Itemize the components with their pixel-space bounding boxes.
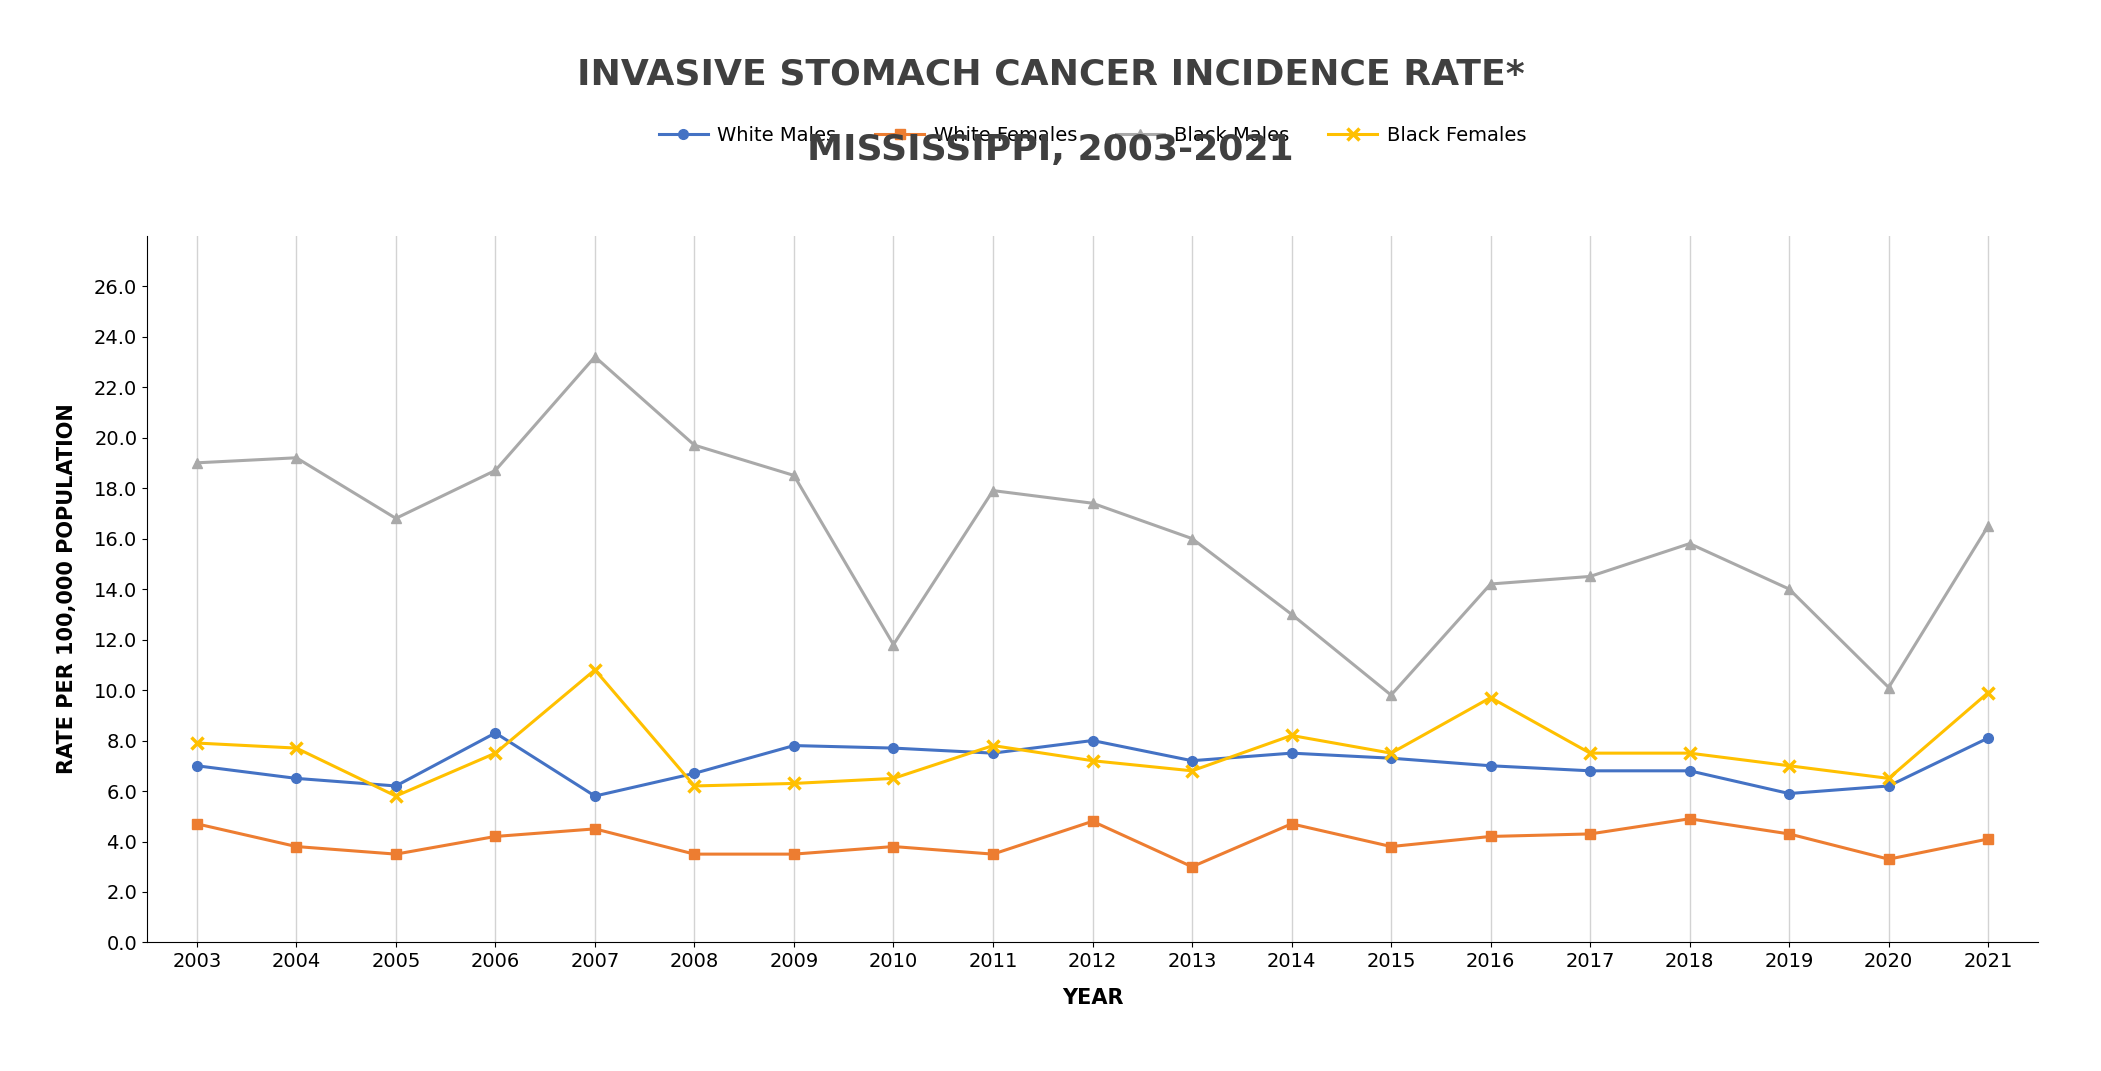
Black Females bbox=[880, 772, 906, 785]
X-axis label: YEAR: YEAR bbox=[1061, 987, 1124, 1008]
White Females bbox=[782, 848, 807, 861]
Text: INVASIVE STOMACH CANCER INCIDENCE RATE*: INVASIVE STOMACH CANCER INCIDENCE RATE* bbox=[576, 58, 1525, 92]
Black Males bbox=[1477, 577, 1502, 590]
Black Females bbox=[1677, 746, 1702, 759]
Black Males bbox=[1876, 681, 1901, 694]
White Females bbox=[981, 848, 1006, 861]
Black Females bbox=[1378, 746, 1403, 759]
Black Males bbox=[185, 456, 210, 469]
White Females bbox=[1777, 828, 1803, 841]
Line: Black Females: Black Females bbox=[191, 664, 1994, 802]
Black Females bbox=[382, 789, 408, 802]
Black Females bbox=[582, 663, 607, 676]
White Females bbox=[1280, 817, 1305, 830]
White Females bbox=[1677, 813, 1702, 826]
Black Females bbox=[1477, 691, 1502, 704]
Black Males bbox=[1179, 532, 1204, 545]
White Males bbox=[1975, 731, 2000, 744]
Black Females bbox=[1578, 746, 1603, 759]
Black Males bbox=[1777, 583, 1803, 595]
White Females bbox=[1975, 832, 2000, 845]
White Males bbox=[1080, 734, 1105, 746]
Black Males bbox=[1280, 608, 1305, 621]
White Females bbox=[582, 823, 607, 835]
White Males bbox=[1378, 752, 1403, 765]
White Males bbox=[981, 746, 1006, 759]
Black Males bbox=[1975, 519, 2000, 532]
White Females bbox=[683, 848, 708, 861]
Black Females bbox=[185, 737, 210, 750]
White Males bbox=[382, 780, 408, 793]
Black Males bbox=[782, 469, 807, 482]
White Females bbox=[1179, 860, 1204, 873]
Black Females bbox=[1179, 765, 1204, 778]
White Females bbox=[483, 830, 508, 843]
White Females bbox=[1080, 815, 1105, 828]
White Males bbox=[1578, 765, 1603, 778]
White Females bbox=[1578, 828, 1603, 841]
Black Females bbox=[1975, 687, 2000, 699]
Black Males bbox=[582, 350, 607, 363]
Y-axis label: RATE PER 100,000 POPULATION: RATE PER 100,000 POPULATION bbox=[57, 404, 78, 774]
Black Females bbox=[981, 739, 1006, 752]
Text: MISSISSIPPI, 2003-2021: MISSISSIPPI, 2003-2021 bbox=[807, 133, 1294, 167]
Black Females bbox=[683, 780, 708, 793]
Black Males bbox=[382, 512, 408, 525]
Black Males bbox=[981, 484, 1006, 497]
Line: Black Males: Black Males bbox=[191, 352, 1994, 700]
White Males bbox=[582, 789, 607, 802]
White Females bbox=[1378, 840, 1403, 853]
White Females bbox=[1477, 830, 1502, 843]
Black Males bbox=[683, 439, 708, 452]
White Females bbox=[284, 840, 309, 853]
Line: White Females: White Females bbox=[191, 814, 1994, 872]
White Males bbox=[483, 726, 508, 739]
Black Females bbox=[1777, 759, 1803, 772]
White Males bbox=[1777, 787, 1803, 800]
Black Females bbox=[782, 778, 807, 790]
White Males bbox=[683, 767, 708, 780]
White Females bbox=[382, 848, 408, 861]
White Males bbox=[185, 759, 210, 772]
Black Females bbox=[1280, 729, 1305, 742]
Black Males bbox=[880, 638, 906, 651]
White Males bbox=[1677, 765, 1702, 778]
Black Males bbox=[1578, 570, 1603, 583]
Legend: White Males, White Females, Black Males, Black Females: White Males, White Females, Black Males,… bbox=[651, 118, 1534, 153]
Black Males bbox=[1677, 538, 1702, 550]
White Females bbox=[1876, 853, 1901, 865]
Black Females bbox=[1876, 772, 1901, 785]
White Males bbox=[1179, 754, 1204, 767]
White Males bbox=[284, 772, 309, 785]
White Males bbox=[1280, 746, 1305, 759]
Black Males bbox=[284, 451, 309, 464]
Black Females bbox=[1080, 754, 1105, 767]
Black Females bbox=[284, 742, 309, 755]
Black Males bbox=[1378, 689, 1403, 702]
White Males bbox=[1477, 759, 1502, 772]
Black Females bbox=[483, 746, 508, 759]
Line: White Males: White Males bbox=[191, 728, 1994, 801]
Black Males bbox=[483, 464, 508, 477]
White Females bbox=[185, 817, 210, 830]
White Males bbox=[880, 742, 906, 755]
Black Males bbox=[1080, 497, 1105, 510]
White Females bbox=[880, 840, 906, 853]
White Males bbox=[1876, 780, 1901, 793]
White Males bbox=[782, 739, 807, 752]
